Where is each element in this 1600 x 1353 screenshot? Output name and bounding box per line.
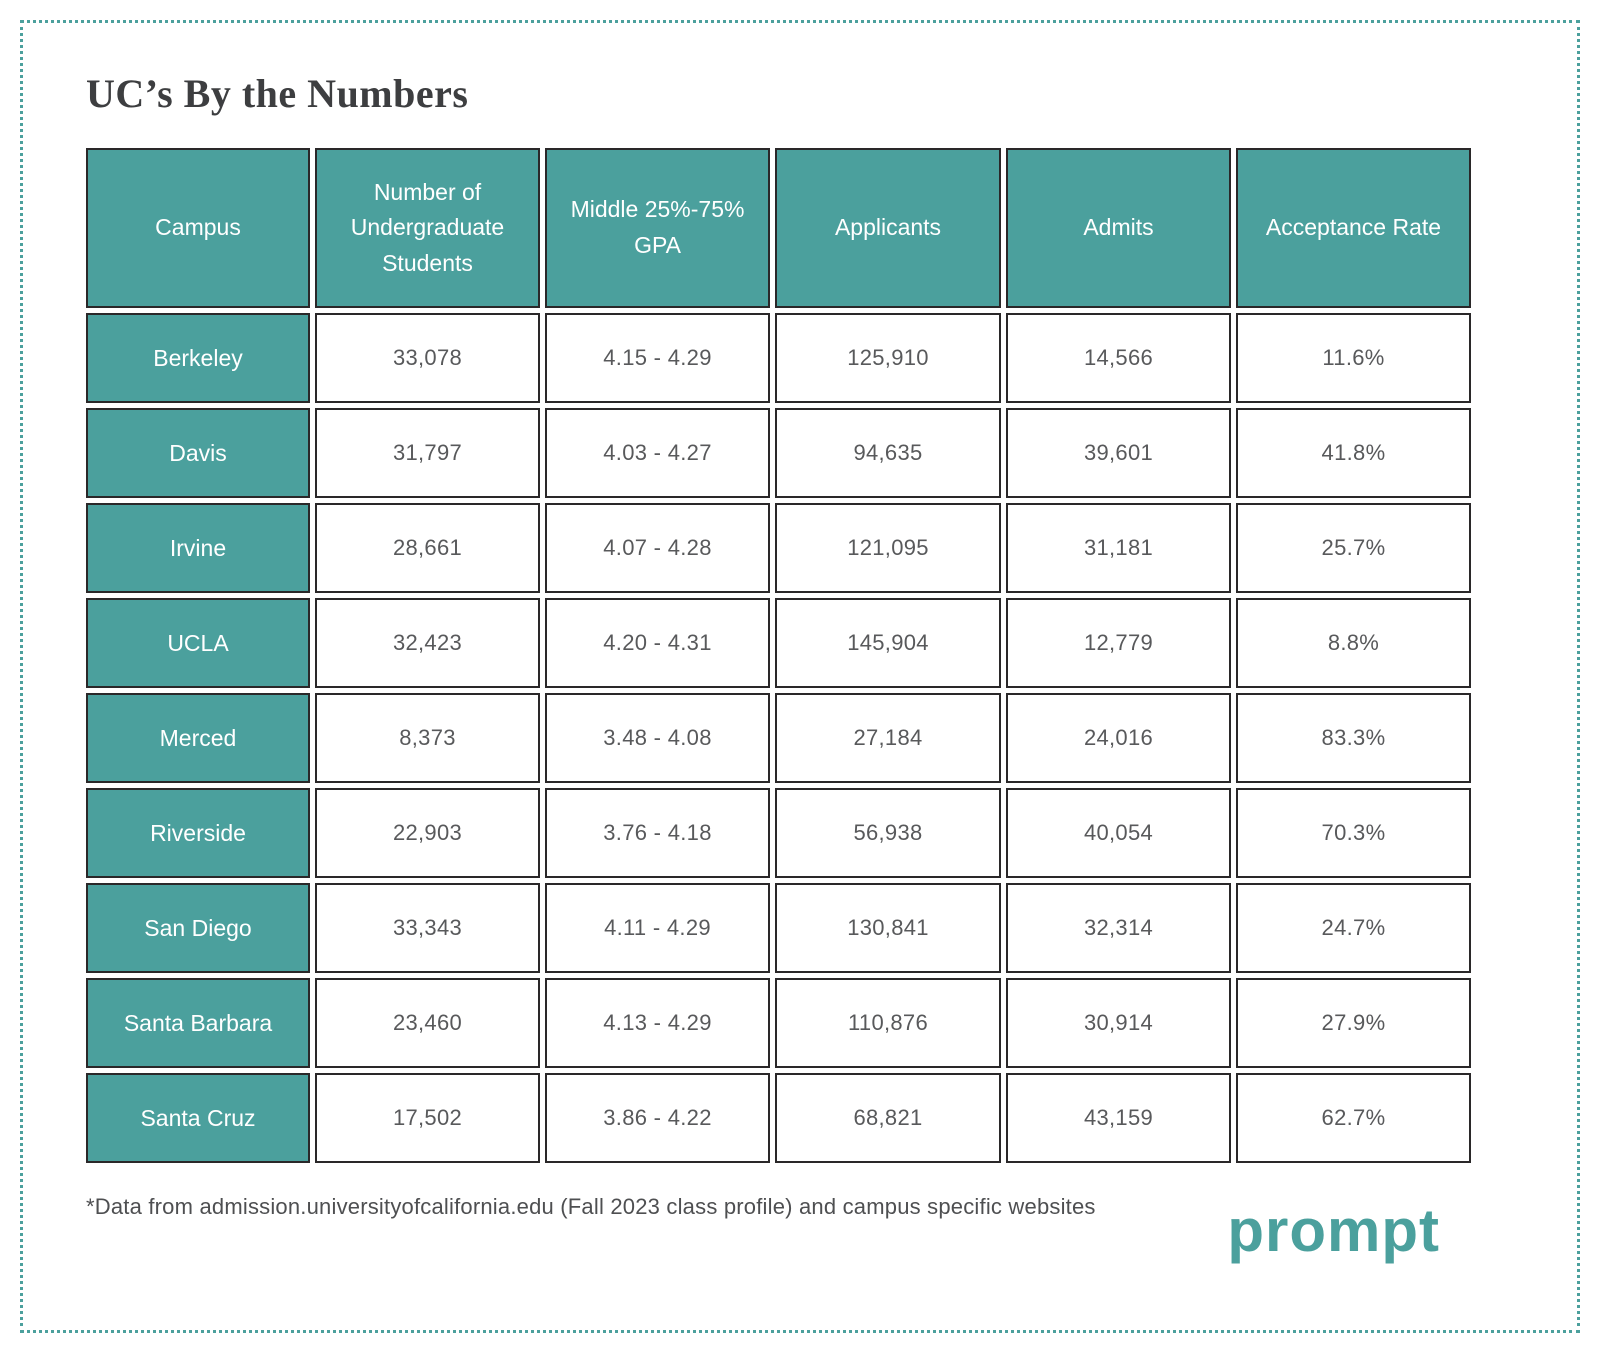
cell-acceptance-rate: 41.8%: [1236, 408, 1471, 498]
table-row: Santa Cruz 17,502 3.86 - 4.22 68,821 43,…: [86, 1073, 1471, 1163]
cell-acceptance-rate: 27.9%: [1236, 978, 1471, 1068]
data-source-footnote: *Data from admission.universityofcalifor…: [86, 1194, 1096, 1219]
cell-applicants: 68,821: [775, 1073, 1001, 1163]
row-header-campus: Santa Barbara: [86, 978, 310, 1068]
cell-acceptance-rate: 24.7%: [1236, 883, 1471, 973]
table-row: UCLA 32,423 4.20 - 4.31 145,904 12,779 8…: [86, 598, 1471, 688]
cell-undergrad-count: 28,661: [315, 503, 540, 593]
cell-undergrad-count: 31,797: [315, 408, 540, 498]
cell-acceptance-rate: 70.3%: [1236, 788, 1471, 878]
page: UC’s By the Numbers Campus Number of Und…: [20, 20, 1580, 1333]
cell-gpa-range: 4.07 - 4.28: [545, 503, 770, 593]
cell-admits: 24,016: [1006, 693, 1231, 783]
cell-gpa-range: 4.11 - 4.29: [545, 883, 770, 973]
table-row: San Diego 33,343 4.11 - 4.29 130,841 32,…: [86, 883, 1471, 973]
table-row: Merced 8,373 3.48 - 4.08 27,184 24,016 8…: [86, 693, 1471, 783]
row-header-campus: Irvine: [86, 503, 310, 593]
cell-admits: 39,601: [1006, 408, 1231, 498]
cell-acceptance-rate: 8.8%: [1236, 598, 1471, 688]
cell-undergrad-count: 32,423: [315, 598, 540, 688]
cell-gpa-range: 4.15 - 4.29: [545, 313, 770, 403]
prompt-logo: prompt: [1227, 1197, 1440, 1264]
row-header-campus: Davis: [86, 408, 310, 498]
column-header-gpa-range: Middle 25%-75% GPA: [545, 148, 770, 308]
row-header-campus: San Diego: [86, 883, 310, 973]
cell-applicants: 130,841: [775, 883, 1001, 973]
cell-gpa-range: 3.48 - 4.08: [545, 693, 770, 783]
cell-admits: 30,914: [1006, 978, 1231, 1068]
cell-gpa-range: 3.86 - 4.22: [545, 1073, 770, 1163]
cell-gpa-range: 4.13 - 4.29: [545, 978, 770, 1068]
column-header-undergrad-count: Number of Undergraduate Students: [315, 148, 540, 308]
column-header-campus: Campus: [86, 148, 310, 308]
row-header-campus: UCLA: [86, 598, 310, 688]
uc-data-table: Campus Number of Undergraduate Students …: [81, 143, 1476, 1168]
table-row: Santa Barbara 23,460 4.13 - 4.29 110,876…: [86, 978, 1471, 1068]
cell-undergrad-count: 23,460: [315, 978, 540, 1068]
cell-acceptance-rate: 11.6%: [1236, 313, 1471, 403]
cell-applicants: 125,910: [775, 313, 1001, 403]
table-row: Riverside 22,903 3.76 - 4.18 56,938 40,0…: [86, 788, 1471, 878]
row-header-campus: Merced: [86, 693, 310, 783]
cell-admits: 32,314: [1006, 883, 1231, 973]
cell-admits: 31,181: [1006, 503, 1231, 593]
cell-gpa-range: 3.76 - 4.18: [545, 788, 770, 878]
cell-undergrad-count: 33,078: [315, 313, 540, 403]
page-title: UC’s By the Numbers: [86, 71, 469, 116]
cell-admits: 40,054: [1006, 788, 1231, 878]
row-header-campus: Santa Cruz: [86, 1073, 310, 1163]
header-row: Campus Number of Undergraduate Students …: [86, 148, 1471, 308]
cell-applicants: 145,904: [775, 598, 1001, 688]
cell-admits: 12,779: [1006, 598, 1231, 688]
cell-admits: 14,566: [1006, 313, 1231, 403]
row-header-campus: Berkeley: [86, 313, 310, 403]
table-row: Berkeley 33,078 4.15 - 4.29 125,910 14,5…: [86, 313, 1471, 403]
cell-applicants: 110,876: [775, 978, 1001, 1068]
cell-undergrad-count: 33,343: [315, 883, 540, 973]
cell-admits: 43,159: [1006, 1073, 1231, 1163]
cell-acceptance-rate: 62.7%: [1236, 1073, 1471, 1163]
column-header-admits: Admits: [1006, 148, 1231, 308]
cell-applicants: 27,184: [775, 693, 1001, 783]
cell-applicants: 94,635: [775, 408, 1001, 498]
cell-undergrad-count: 22,903: [315, 788, 540, 878]
cell-undergrad-count: 8,373: [315, 693, 540, 783]
column-header-acceptance-rate: Acceptance Rate: [1236, 148, 1471, 308]
cell-gpa-range: 4.03 - 4.27: [545, 408, 770, 498]
cell-acceptance-rate: 83.3%: [1236, 693, 1471, 783]
column-header-applicants: Applicants: [775, 148, 1001, 308]
row-header-campus: Riverside: [86, 788, 310, 878]
table-row: Davis 31,797 4.03 - 4.27 94,635 39,601 4…: [86, 408, 1471, 498]
table-row: Irvine 28,661 4.07 - 4.28 121,095 31,181…: [86, 503, 1471, 593]
page-border: [20, 20, 1580, 1333]
cell-applicants: 56,938: [775, 788, 1001, 878]
cell-acceptance-rate: 25.7%: [1236, 503, 1471, 593]
cell-applicants: 121,095: [775, 503, 1001, 593]
cell-gpa-range: 4.20 - 4.31: [545, 598, 770, 688]
cell-undergrad-count: 17,502: [315, 1073, 540, 1163]
